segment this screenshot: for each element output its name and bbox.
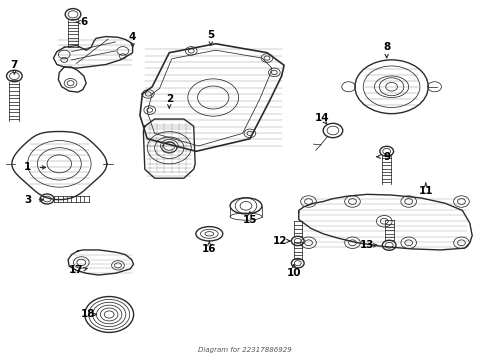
Text: 10: 10 [287, 268, 301, 278]
Text: 7: 7 [11, 60, 18, 70]
Text: 4: 4 [129, 32, 136, 41]
Text: 12: 12 [273, 236, 288, 246]
Text: 5: 5 [207, 30, 215, 40]
Text: 16: 16 [202, 244, 217, 254]
Text: 2: 2 [166, 94, 173, 104]
Text: 11: 11 [418, 186, 433, 196]
Text: Diagram for 22317886929: Diagram for 22317886929 [198, 347, 292, 353]
Text: 6: 6 [80, 17, 87, 27]
Text: 13: 13 [360, 240, 374, 250]
Text: 3: 3 [24, 195, 31, 205]
Text: 8: 8 [383, 42, 391, 52]
Text: 18: 18 [80, 310, 95, 319]
Text: 17: 17 [69, 265, 84, 275]
Text: 9: 9 [383, 152, 390, 162]
Text: 14: 14 [315, 113, 329, 123]
Text: 15: 15 [243, 215, 257, 225]
Text: 1: 1 [24, 162, 31, 172]
